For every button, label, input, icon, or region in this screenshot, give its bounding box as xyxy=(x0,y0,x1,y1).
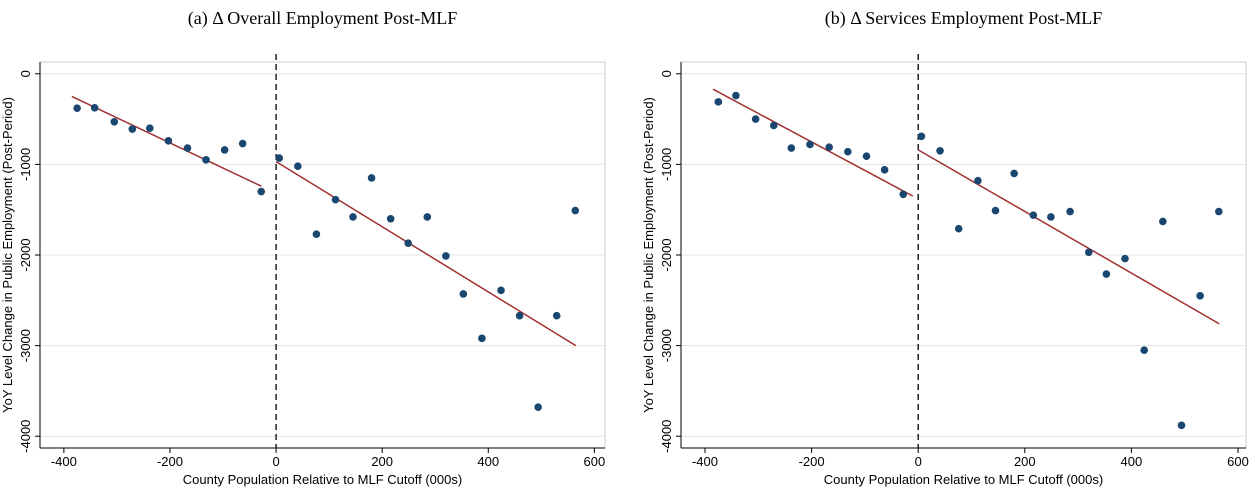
point xyxy=(312,230,321,238)
point xyxy=(110,118,119,126)
x-tick-label: 600 xyxy=(584,454,606,469)
point xyxy=(1177,421,1186,430)
point xyxy=(183,144,192,152)
y-tick-label: -1000 xyxy=(659,148,674,181)
y-tick-label: 0 xyxy=(659,70,674,77)
point xyxy=(1140,346,1148,354)
point xyxy=(954,224,963,233)
point xyxy=(732,91,740,100)
point xyxy=(1102,270,1111,278)
point xyxy=(331,195,340,204)
point xyxy=(844,147,852,156)
point xyxy=(571,206,580,215)
x-tick-label: 400 xyxy=(477,454,499,469)
point xyxy=(238,139,247,148)
y-tick-label: -1000 xyxy=(18,148,33,181)
point xyxy=(73,104,81,113)
y-tick-label: -4000 xyxy=(659,420,674,453)
point xyxy=(1159,217,1167,226)
chart-title: (b) Δ Services Employment Post-MLF xyxy=(825,8,1103,29)
point xyxy=(146,124,154,132)
point xyxy=(899,190,908,199)
point xyxy=(806,140,814,149)
y-tick-label: 0 xyxy=(18,70,33,77)
point xyxy=(220,146,229,154)
x-tick-label: -200 xyxy=(157,454,183,469)
point xyxy=(825,143,833,151)
point xyxy=(1084,248,1093,257)
point xyxy=(515,311,524,320)
point xyxy=(497,286,505,295)
point xyxy=(386,214,395,223)
point xyxy=(257,187,266,196)
y-tick-label: -2000 xyxy=(18,238,33,271)
point xyxy=(459,290,468,298)
point xyxy=(90,103,99,112)
x-tick-label: -200 xyxy=(799,454,825,469)
point xyxy=(751,115,760,123)
point xyxy=(275,154,284,162)
point xyxy=(442,252,450,260)
point xyxy=(202,156,210,164)
point xyxy=(991,206,1000,215)
point xyxy=(1066,207,1074,216)
point xyxy=(534,403,542,412)
x-tick-label: -400 xyxy=(51,454,77,469)
x-tick-label: 600 xyxy=(1227,454,1249,469)
point xyxy=(404,239,412,248)
y-tick-label: -3000 xyxy=(18,329,33,362)
point xyxy=(423,213,432,221)
fit-line xyxy=(275,161,577,347)
point xyxy=(974,176,982,185)
y-tick-label: -4000 xyxy=(18,420,33,453)
x-tick-label: 0 xyxy=(272,454,279,469)
fit-line xyxy=(917,149,1220,325)
chart-title: (a) Δ Overall Employment Post-MLF xyxy=(188,8,458,29)
point xyxy=(294,162,302,171)
y-axis-label: YoY Level Change in Public Employment (P… xyxy=(641,97,656,413)
x-tick-label: -400 xyxy=(692,454,718,469)
point xyxy=(862,152,871,161)
x-tick-label: 200 xyxy=(1014,454,1036,469)
point xyxy=(478,334,486,343)
point xyxy=(552,311,561,320)
point xyxy=(769,121,778,130)
x-tick-label: 0 xyxy=(915,454,922,469)
point xyxy=(880,166,889,174)
point xyxy=(1121,254,1129,263)
point xyxy=(936,146,944,155)
x-axis-label: County Population Relative to MLF Cutoff… xyxy=(824,472,1103,487)
point xyxy=(1196,291,1204,300)
point xyxy=(1029,211,1038,219)
point xyxy=(164,137,173,145)
point xyxy=(1010,169,1018,178)
point xyxy=(1215,207,1223,216)
point xyxy=(367,174,376,182)
point xyxy=(787,144,796,152)
point xyxy=(349,213,357,221)
point xyxy=(1047,213,1055,221)
point xyxy=(714,98,723,106)
point xyxy=(917,132,926,141)
y-axis-label: YoY Level Change in Public Employment (P… xyxy=(0,97,15,413)
point xyxy=(128,125,137,133)
x-tick-label: 200 xyxy=(371,454,393,469)
x-axis-label: County Population Relative to MLF Cutoff… xyxy=(183,472,462,487)
y-tick-label: -2000 xyxy=(659,238,674,271)
x-tick-label: 400 xyxy=(1121,454,1143,469)
y-tick-label: -3000 xyxy=(659,329,674,362)
